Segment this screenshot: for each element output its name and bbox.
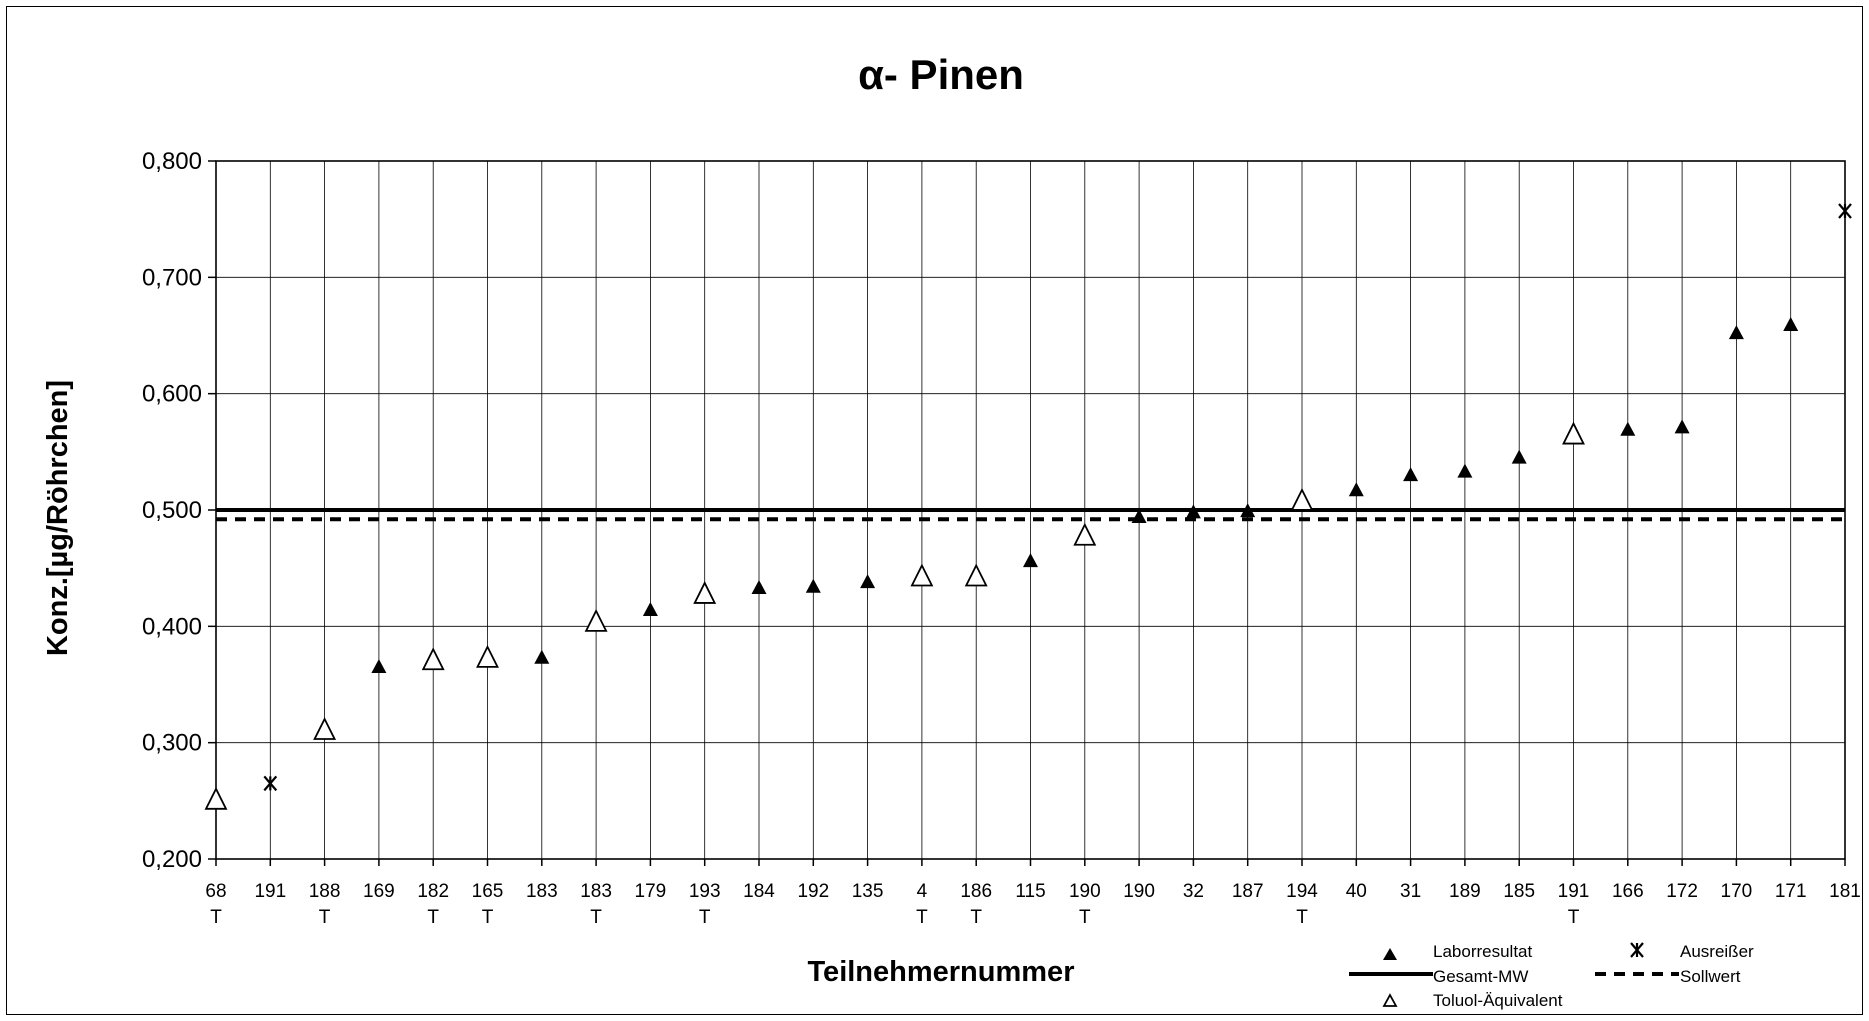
point-toluol-aequivalent <box>964 563 988 587</box>
x-tick-sublabel: T <box>427 907 439 928</box>
y-tick-label: 0,700 <box>142 264 202 291</box>
x-tick-label: 185 <box>1503 881 1535 902</box>
x-tick-label: 166 <box>1612 881 1644 902</box>
x-tick-label: 182 <box>417 881 449 902</box>
point-laborresultat <box>1240 503 1256 518</box>
point-laborresultat <box>1348 482 1364 497</box>
point-laborresultat <box>1023 553 1038 568</box>
x-tick-label: 170 <box>1721 881 1753 902</box>
point-laborresultat <box>534 649 550 664</box>
point-toluol-aequivalent <box>476 644 499 668</box>
point-laborresultat <box>1457 463 1473 478</box>
x-tick-sublabel: T <box>916 907 928 928</box>
x-tick-label: 31 <box>1400 881 1421 902</box>
point-laborresultat <box>860 574 876 589</box>
point-laborresultat <box>642 602 658 617</box>
x-tick-label: 40 <box>1346 881 1367 902</box>
x-tick-label: 181 <box>1829 881 1861 902</box>
x-tick-label: 135 <box>852 881 884 902</box>
x-tick-label: 191 <box>1558 881 1590 902</box>
legend-ausreisser-label: Ausreißer <box>1680 942 1754 961</box>
legend-labor-label: Laborresultat <box>1433 942 1533 961</box>
x-tick-label: 192 <box>797 881 829 902</box>
x-tick-sublabel: T <box>590 907 602 928</box>
point-ausreisser <box>1838 203 1852 219</box>
x-tick-label: 179 <box>635 881 667 902</box>
point-toluol-aequivalent <box>204 786 228 810</box>
x-tick-label: 32 <box>1183 881 1204 902</box>
chart-title: α- Pinen <box>858 51 1024 98</box>
x-tick-sublabel: T <box>319 907 331 928</box>
point-toluol-aequivalent <box>584 608 608 632</box>
point-laborresultat <box>1620 421 1636 436</box>
point-toluol-aequivalent <box>693 580 717 604</box>
point-laborresultat <box>1783 317 1799 332</box>
x-tick-label: 190 <box>1123 881 1155 902</box>
point-toluol-aequivalent <box>313 717 337 740</box>
x-tick-sublabel: T <box>699 907 711 928</box>
x-tick-label: 115 <box>1015 881 1045 902</box>
point-toluol-aequivalent <box>421 647 445 671</box>
point-laborresultat <box>1185 504 1201 519</box>
x-tick-sublabel: T <box>210 907 222 928</box>
x-tick-sublabel: T <box>1296 907 1308 928</box>
point-laborresultat <box>1674 419 1690 434</box>
x-tick-sublabel: T <box>970 907 982 928</box>
y-tick-label: 0,600 <box>142 381 202 408</box>
x-tick-label: 194 <box>1286 881 1318 902</box>
x-tick-sublabel: T <box>482 907 494 928</box>
y-tick-label: 0,300 <box>142 730 202 757</box>
x-tick-label: 187 <box>1232 881 1264 902</box>
x-tick-label: 189 <box>1449 881 1481 902</box>
point-toluol-aequivalent <box>1562 421 1585 445</box>
legend-toluol-marker <box>1382 993 1398 1007</box>
y-tick-label: 0,200 <box>142 846 202 873</box>
legend-ausreisser-marker <box>1630 942 1644 958</box>
point-toluol-aequivalent <box>1290 487 1314 511</box>
legend-labor-marker <box>1383 948 1397 960</box>
x-tick-label: 190 <box>1069 881 1101 902</box>
x-tick-label: 183 <box>526 881 558 902</box>
point-ausreisser <box>263 775 278 792</box>
x-tick-label: 188 <box>309 881 341 902</box>
point-laborresultat <box>751 579 767 594</box>
x-axis-label: Teilnehmernummer <box>808 956 1075 988</box>
point-toluol-aequivalent <box>1073 522 1097 546</box>
x-tick-sublabel: T <box>1079 907 1091 928</box>
point-laborresultat <box>1511 449 1527 464</box>
legend-toluol-label: Toluol-Äquivalent <box>1433 991 1563 1010</box>
x-tick-label: 169 <box>363 881 395 902</box>
point-laborresultat <box>1131 508 1147 523</box>
x-tick-sublabel: T <box>1568 907 1580 928</box>
point-laborresultat <box>1728 325 1744 340</box>
y-tick-label: 0,400 <box>142 613 202 640</box>
point-laborresultat <box>805 578 821 593</box>
x-tick-label: 191 <box>254 881 286 902</box>
x-tick-label: 193 <box>689 881 721 902</box>
x-tick-label: 183 <box>580 881 612 902</box>
x-tick-label: 68 <box>205 881 226 902</box>
x-tick-label: 171 <box>1775 881 1807 902</box>
legend-gesamt-label: Gesamt-MW <box>1433 967 1528 986</box>
point-toluol-aequivalent <box>910 563 934 587</box>
y-axis-label: Konz.[µg/Röhrchen] <box>42 380 74 656</box>
y-tick-label: 0,500 <box>142 497 202 524</box>
point-laborresultat <box>1403 467 1419 482</box>
legend-soll-label: Sollwert <box>1680 967 1741 986</box>
point-laborresultat <box>371 659 387 674</box>
legend: Laborresultat Ausreißer Gesamt-MW Sollwe… <box>1349 942 1754 1010</box>
x-tick-label: 184 <box>743 881 775 902</box>
x-tick-label: 4 <box>917 881 928 902</box>
y-tick-label: 0,800 <box>142 148 202 175</box>
x-tick-label: 165 <box>472 881 504 902</box>
x-tick-label: 172 <box>1666 881 1698 902</box>
x-tick-label: 186 <box>960 881 992 902</box>
